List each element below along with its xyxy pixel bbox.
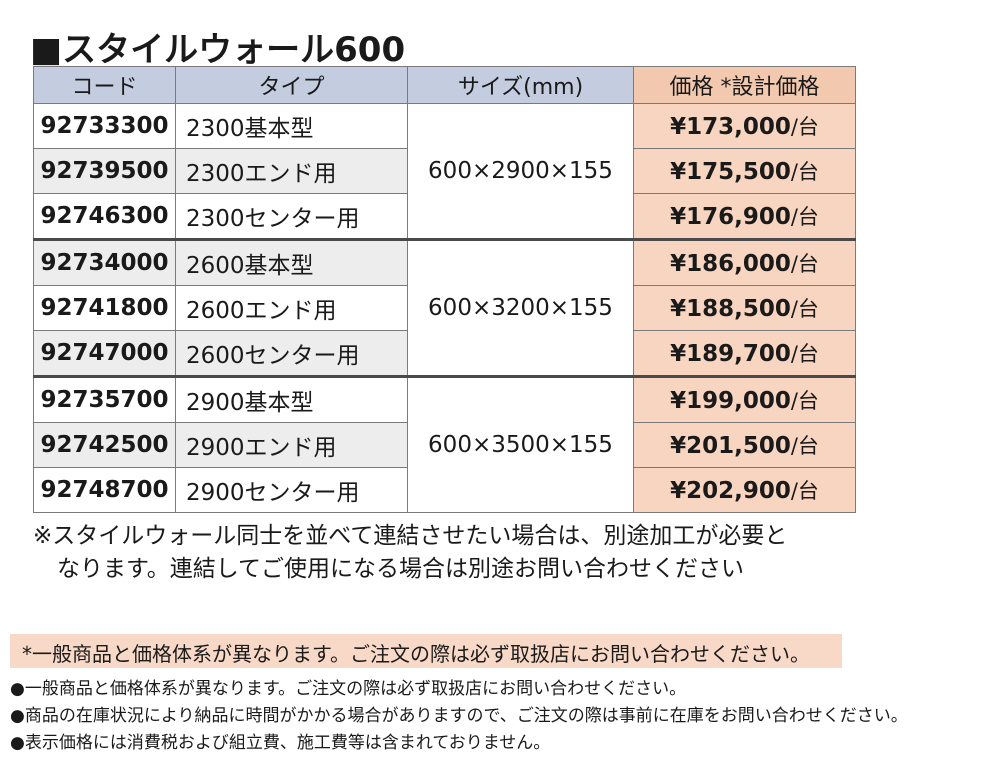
product-code: 92748700 [33, 467, 176, 513]
product-price: ¥189,700/台 [633, 330, 856, 377]
bullet-note: ●表示価格には消費税および組立費、施工費等は含まれておりません。 [10, 733, 551, 753]
product-price: ¥202,900/台 [633, 467, 856, 513]
product-code: 92739500 [33, 148, 176, 194]
product-type: 2300エンド用 [175, 148, 408, 194]
price-unit: /台 [790, 297, 819, 321]
product-code: 92747000 [33, 330, 176, 377]
product-type: 2600エンド用 [175, 285, 408, 331]
price-unit: /台 [790, 389, 819, 413]
price-unit: /台 [790, 205, 819, 229]
product-price: ¥175,500/台 [633, 148, 856, 194]
pricing-notice-bar: *一般商品と価格体系が異なります。ご注文の際は必ず取扱店にお問い合わせください。 [10, 634, 842, 668]
table-row: 92734000 2600基本型 600×3200×155 ¥186,000/台 [33, 238, 856, 377]
product-size: 600×3200×155 [407, 238, 634, 377]
product-code: 92734000 [33, 238, 176, 286]
product-code: 92733300 [33, 103, 176, 149]
price-value: ¥176,900 [670, 204, 791, 230]
header-size: サイズ(mm) [407, 66, 634, 104]
pricing-notice-text: *一般商品と価格体系が異なります。ご注文の際は必ず取扱店にお問い合わせください。 [22, 642, 810, 666]
header-type: タイプ [175, 66, 408, 104]
table-row: 92735700 2900基本型 600×3500×155 ¥199,000/台 [33, 375, 856, 513]
product-price: ¥199,000/台 [633, 375, 856, 423]
note-line: なります。連結してご使用になる場合は別途お問い合わせください [57, 556, 745, 582]
price-value: ¥201,500 [670, 433, 791, 459]
product-table: コード タイプ サイズ(mm) 価格 *設計価格 92733300 2300基本… [33, 66, 856, 513]
product-type: 2300基本型 [175, 103, 408, 149]
product-code: 92735700 [33, 375, 176, 423]
price-unit: /台 [790, 434, 819, 458]
product-type: 2900センター用 [175, 467, 408, 513]
header-code: コード [33, 66, 176, 104]
product-price: ¥173,000/台 [633, 103, 856, 149]
price-value: ¥202,900 [670, 478, 791, 504]
price-value: ¥175,500 [670, 159, 791, 185]
bullet-notes: ●一般商品と価格体系が異なります。ご注文の際は必ず取扱店にお問い合わせください。… [10, 676, 908, 757]
table-row: 92733300 2300基本型 600×2900×155 ¥173,000/台 [33, 103, 856, 240]
bullet-note: ●一般商品と価格体系が異なります。ご注文の際は必ず取扱店にお問い合わせください。 [10, 679, 687, 699]
price-unit: /台 [790, 160, 819, 184]
price-unit: /台 [790, 115, 819, 139]
product-price: ¥201,500/台 [633, 422, 856, 468]
product-price: ¥186,000/台 [633, 238, 856, 286]
price-value: ¥173,000 [670, 114, 791, 140]
product-type: 2900基本型 [175, 375, 408, 423]
bullet-note: ●商品の在庫状況により納品に時間がかかる場合がありますので、ご注文の際は事前に在… [10, 706, 908, 726]
table-row: 92748700 2900センター用 ¥202,900/台 [33, 467, 856, 513]
price-value: ¥189,700 [670, 341, 791, 367]
header-price: 価格 *設計価格 [633, 66, 856, 104]
product-price: ¥176,900/台 [633, 193, 856, 240]
product-type: 2900エンド用 [175, 422, 408, 468]
note-line: ※スタイルウォール同士を並べて連結させたい場合は、別途加工が必要と [33, 523, 788, 549]
product-price: ¥188,500/台 [633, 285, 856, 331]
product-size: 600×2900×155 [407, 103, 634, 240]
product-type: 2600基本型 [175, 238, 408, 286]
price-value: ¥188,500 [670, 296, 791, 322]
product-code: 92742500 [33, 422, 176, 468]
product-code: 92746300 [33, 193, 176, 240]
product-type: 2300センター用 [175, 193, 408, 240]
product-size: 600×3500×155 [407, 375, 634, 513]
price-value: ¥199,000 [670, 388, 791, 414]
price-unit: /台 [790, 342, 819, 366]
price-value: ¥186,000 [670, 251, 791, 277]
connection-note: ※スタイルウォール同士を並べて連結させたい場合は、別途加工が必要と なります。連… [33, 520, 787, 586]
price-unit: /台 [790, 252, 819, 276]
page-title: ■スタイルウォール600 [30, 30, 406, 70]
table-row: 92739500 2300エンド用 ¥175,500/台 [33, 148, 856, 194]
table-row: 92747000 2600センター用 ¥189,700/台 [33, 330, 856, 377]
table-row: 92746300 2300センター用 ¥176,900/台 [33, 193, 856, 240]
price-unit: /台 [790, 479, 819, 503]
table-header-row: コード タイプ サイズ(mm) 価格 *設計価格 [33, 66, 856, 104]
product-code: 92741800 [33, 285, 176, 331]
product-type: 2600センター用 [175, 330, 408, 377]
